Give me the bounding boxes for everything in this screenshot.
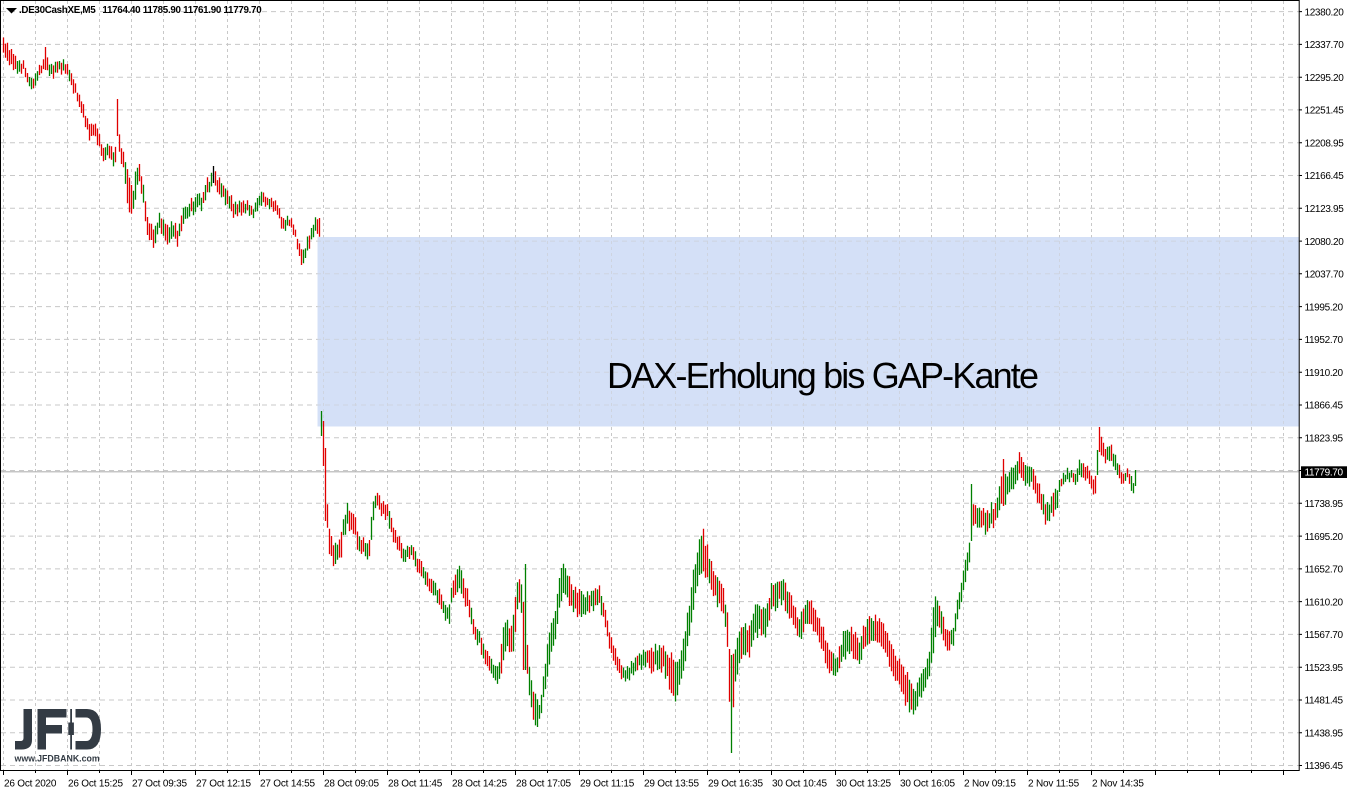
svg-text:30 Oct 10:45: 30 Oct 10:45 xyxy=(772,778,827,789)
svg-text:29 Oct 11:15: 29 Oct 11:15 xyxy=(580,778,635,789)
svg-text:11523.95: 11523.95 xyxy=(1305,663,1344,674)
svg-text:28 Oct 09:05: 28 Oct 09:05 xyxy=(324,778,379,789)
svg-text:29 Oct 13:55: 29 Oct 13:55 xyxy=(644,778,699,789)
svg-text:11567.70: 11567.70 xyxy=(1305,630,1344,641)
svg-text:11438.95: 11438.95 xyxy=(1305,729,1344,740)
svg-text:2 Nov 11:55: 2 Nov 11:55 xyxy=(1028,778,1080,789)
svg-text:28 Oct 14:25: 28 Oct 14:25 xyxy=(452,778,507,789)
svg-text:11779.70: 11779.70 xyxy=(1305,468,1344,479)
svg-text:11995.20: 11995.20 xyxy=(1305,302,1344,313)
svg-text:11952.70: 11952.70 xyxy=(1305,335,1344,346)
svg-text:12380.20: 12380.20 xyxy=(1305,7,1345,18)
svg-text:27 Oct 12:15: 27 Oct 12:15 xyxy=(196,778,251,789)
svg-text:12037.70: 12037.70 xyxy=(1305,270,1345,281)
svg-text:12080.20: 12080.20 xyxy=(1305,237,1345,248)
svg-text:12123.95: 12123.95 xyxy=(1305,204,1345,215)
svg-text:11866.45: 11866.45 xyxy=(1305,401,1344,412)
svg-text:.DE30CashXE,M5 11764.40 11785: .DE30CashXE,M5 11764.40 11785.90 11761.9… xyxy=(19,5,262,16)
svg-text:DAX-Erholung bis GAP-Kante: DAX-Erholung bis GAP-Kante xyxy=(607,355,1038,396)
svg-text:30 Oct 13:25: 30 Oct 13:25 xyxy=(836,778,891,789)
svg-text:11738.95: 11738.95 xyxy=(1305,499,1344,510)
svg-text:11695.20: 11695.20 xyxy=(1305,532,1344,543)
svg-text:12295.20: 12295.20 xyxy=(1305,73,1345,84)
svg-text:11481.45: 11481.45 xyxy=(1305,696,1344,707)
svg-text:26 Oct 15:25: 26 Oct 15:25 xyxy=(68,778,123,789)
svg-text:11396.45: 11396.45 xyxy=(1305,761,1344,772)
svg-text:26 Oct 2020: 26 Oct 2020 xyxy=(4,778,57,789)
svg-text:30 Oct 16:05: 30 Oct 16:05 xyxy=(900,778,955,789)
svg-text:www.JFDBANK.com: www.JFDBANK.com xyxy=(14,753,100,763)
svg-text:12251.45: 12251.45 xyxy=(1305,106,1345,117)
svg-text:11610.20: 11610.20 xyxy=(1305,597,1344,608)
svg-text:2 Nov 09:15: 2 Nov 09:15 xyxy=(964,778,1016,789)
svg-text:11823.95: 11823.95 xyxy=(1305,433,1344,444)
svg-text:28 Oct 17:05: 28 Oct 17:05 xyxy=(516,778,571,789)
svg-text:12208.95: 12208.95 xyxy=(1305,138,1345,149)
svg-text:2 Nov 14:35: 2 Nov 14:35 xyxy=(1092,778,1144,789)
svg-text:27 Oct 14:55: 27 Oct 14:55 xyxy=(260,778,315,789)
svg-text:12337.70: 12337.70 xyxy=(1305,40,1345,51)
svg-text:27 Oct 09:35: 27 Oct 09:35 xyxy=(132,778,187,789)
svg-text:11652.70: 11652.70 xyxy=(1305,565,1344,576)
svg-text:11910.20: 11910.20 xyxy=(1305,368,1344,379)
svg-text:29 Oct 16:35: 29 Oct 16:35 xyxy=(708,778,763,789)
svg-text:28 Oct 11:45: 28 Oct 11:45 xyxy=(388,778,443,789)
svg-text:12166.45: 12166.45 xyxy=(1305,171,1345,182)
